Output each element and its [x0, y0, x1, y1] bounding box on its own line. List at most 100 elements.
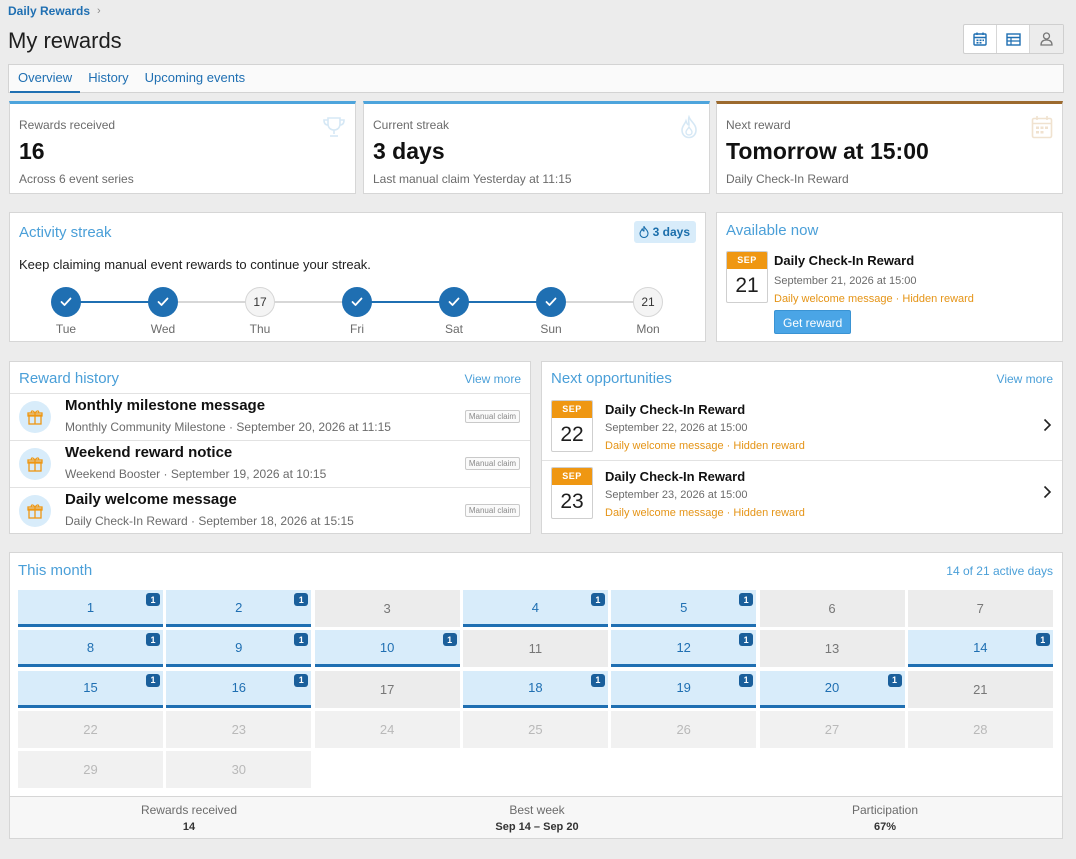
opportunity-open-button[interactable] [1043, 485, 1052, 502]
breadcrumb-daily-rewards[interactable]: Daily Rewards [8, 4, 91, 18]
summary-value: 67% [873, 821, 897, 833]
calendar-icon [1031, 116, 1053, 139]
reward-count-badge: 1 [146, 593, 160, 606]
calendar-day[interactable]: 22 [18, 710, 163, 748]
check-icon [545, 297, 557, 306]
calendar-day[interactable]: 28 [907, 710, 1053, 748]
calendar-day-number: 11 [528, 641, 543, 657]
calendar-view-button[interactable] [964, 25, 997, 53]
this-month-title: This month [18, 562, 93, 579]
calendar-day[interactable]: 17 [314, 670, 460, 708]
reward-history-item[interactable]: Monthly milestone message Monthly Communi… [10, 393, 530, 440]
summary-participation: Participation 67% [735, 803, 1035, 833]
calendar-day[interactable]: 11 [462, 630, 608, 668]
calendar-day[interactable]: 14 1 [907, 630, 1053, 668]
reward-history-item-subtitle: Daily Check-In Reward · September 18, 20… [65, 514, 354, 528]
calendar-day[interactable]: 23 [166, 710, 312, 748]
tab-bar: Overview History Upcoming events [8, 64, 1064, 93]
stat-label: Current streak [373, 118, 450, 132]
flame-icon [639, 226, 649, 238]
get-reward-button[interactable]: Get reward [774, 310, 852, 334]
calendar-day[interactable]: 15 1 [18, 670, 163, 708]
stat-subtext: Across 6 event series [19, 172, 134, 186]
calendar-day[interactable]: 10 1 [314, 630, 460, 668]
calendar-day-number: 3 [383, 601, 391, 616]
calendar-day-number: 13 [824, 641, 840, 657]
calendar-day[interactable]: 12 1 [611, 630, 757, 668]
tab-history[interactable]: History [88, 70, 129, 85]
calendar-day[interactable]: 30 [166, 751, 312, 789]
event-title: Daily Check-In Reward [774, 253, 915, 268]
stat-card-rewards-received: Rewards received 16 Across 6 event serie… [9, 101, 356, 194]
streak-connector [357, 301, 454, 303]
date-badge: SEP 23 [551, 467, 593, 519]
date-badge-month: SEP [552, 401, 592, 418]
opportunity-tags: Daily welcome message · Hidden reward [605, 507, 805, 519]
claim-type-badge: Manual claim [464, 457, 520, 470]
calendar-day-number: 30 [231, 762, 247, 778]
next-opportunities-view-more-link[interactable]: View more [996, 372, 1053, 386]
stat-value: 3 days [373, 138, 445, 164]
calendar-day-number: 24 [379, 721, 395, 737]
page-title: My rewards [8, 28, 122, 53]
opportunity-open-button[interactable] [1043, 418, 1052, 435]
reward-history-item-title: Weekend reward notice [65, 444, 233, 461]
available-now-title: Available now [726, 222, 819, 239]
calendar-day[interactable]: 7 [907, 590, 1053, 627]
reward-history-item-subtitle: Monthly Community Milestone · September … [65, 420, 391, 434]
calendar-day[interactable]: 6 [759, 590, 905, 627]
streak-day-mon: 21 [633, 287, 663, 317]
calendar-day[interactable]: 25 [462, 710, 608, 748]
calendar-day-number: 5 [680, 599, 688, 615]
streak-day-sun [536, 287, 566, 317]
calendar-day[interactable]: 3 [314, 590, 460, 627]
calendar-day-number: 29 [83, 762, 98, 778]
calendar-icon [973, 32, 987, 46]
calendar-day-number: 26 [676, 721, 691, 737]
tab-overview[interactable]: Overview [10, 64, 81, 93]
tab-upcoming-events[interactable]: Upcoming events [144, 70, 246, 85]
calendar-day[interactable]: 29 [18, 751, 163, 789]
calendar-day[interactable]: 24 [314, 710, 460, 748]
reward-count-badge: 1 [294, 673, 309, 687]
streak-day-label: Mon [636, 322, 660, 336]
stat-subtext: Daily Check-In Reward [726, 172, 849, 186]
streak-connector [163, 301, 260, 303]
reward-history-view-more-link[interactable]: View more [464, 372, 521, 386]
reward-count-badge: 1 [590, 673, 605, 687]
gift-icon [27, 410, 43, 425]
calendar-day[interactable]: 13 [759, 630, 905, 668]
opportunity-item[interactable]: SEP 23 Daily Check-In Reward September 23, … [542, 460, 1062, 526]
summary-value: Sep 14 – Sep 20 [495, 821, 579, 833]
streak-day-label: Fri [350, 322, 364, 336]
calendar-day[interactable]: 26 [611, 710, 757, 748]
calendar-day[interactable]: 21 [907, 670, 1053, 708]
calendar-day-number: 4 [531, 599, 539, 615]
streak-day-number: 17 [253, 295, 267, 309]
reward-history-item[interactable]: Daily welcome message Daily Check-In Rewa… [10, 487, 530, 534]
table-icon [1005, 32, 1021, 46]
calendar-day[interactable]: 16 1 [166, 670, 312, 708]
calendar-day[interactable]: 19 1 [611, 670, 757, 708]
streak-badge: 3 days [633, 221, 696, 243]
check-icon [351, 297, 363, 306]
stat-card-next-reward: Next reward Tomorrow at 15:00 Daily Chec… [716, 101, 1063, 194]
chevron-right-icon [1043, 485, 1052, 499]
streak-day-label: Tue [55, 322, 77, 336]
check-icon [60, 297, 72, 306]
reward-count-badge: 1 [442, 633, 457, 647]
calendar-day-number: 16 [231, 680, 247, 696]
profile-view-button[interactable] [1030, 25, 1063, 53]
calendar-day[interactable]: 18 1 [462, 670, 608, 708]
calendar-day[interactable]: 27 [759, 710, 905, 748]
calendar-day[interactable]: 20 1 [759, 670, 905, 708]
table-view-button[interactable] [997, 25, 1030, 53]
reward-history-item[interactable]: Weekend reward notice Weekend Booster · S… [10, 440, 530, 487]
opportunity-item[interactable]: SEP 22 Daily Check-In Reward September 22, … [542, 394, 1062, 460]
